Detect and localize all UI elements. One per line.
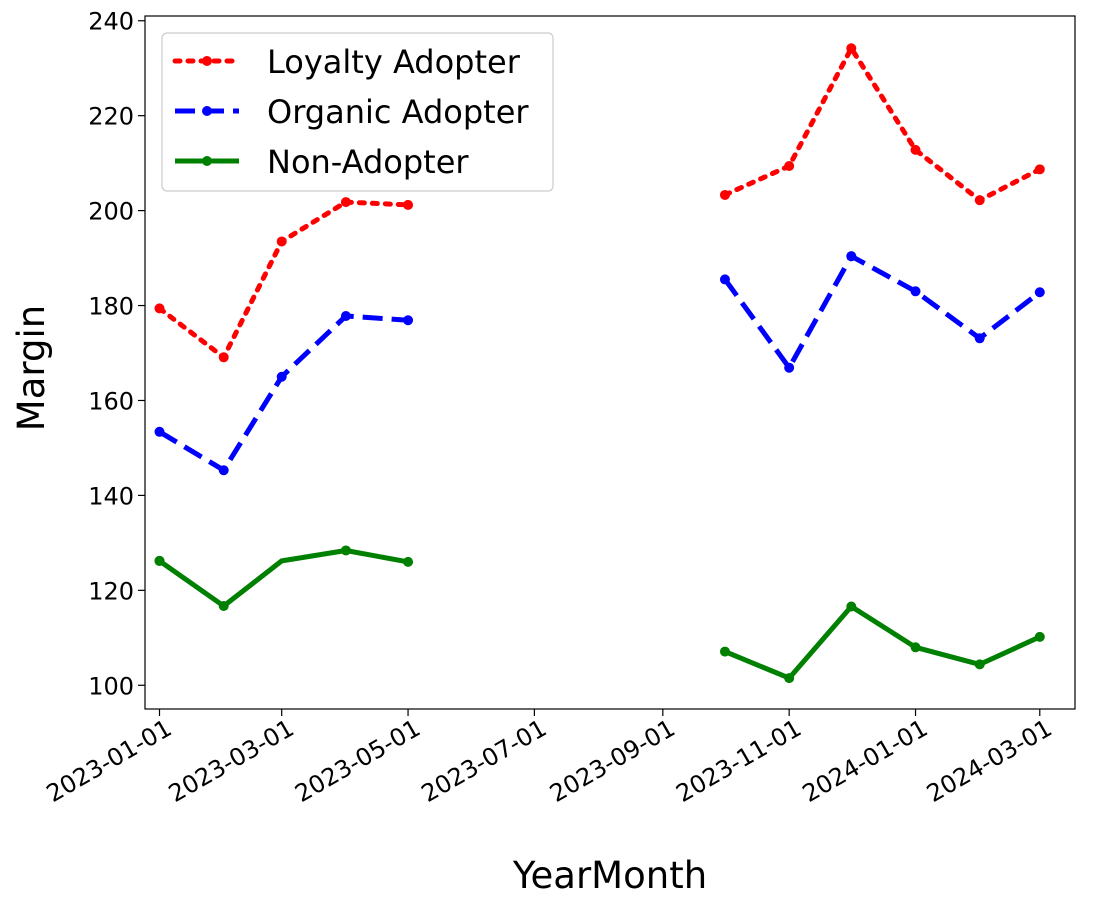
series-line bbox=[722, 45, 1043, 203]
legend-box bbox=[161, 32, 554, 192]
series-line bbox=[724, 604, 1041, 681]
x-tick-label: 2023-11-01 bbox=[671, 714, 806, 808]
data-point bbox=[719, 189, 730, 200]
y-tick-label: 120 bbox=[88, 577, 134, 605]
data-point bbox=[974, 333, 985, 344]
plot-frame bbox=[144, 15, 1076, 710]
x-axis-label: YearMonth bbox=[512, 854, 707, 897]
series-line bbox=[158, 548, 409, 609]
y-tick-label: 140 bbox=[88, 482, 134, 510]
data-point bbox=[719, 274, 730, 285]
x-tick-label: 2023-07-01 bbox=[417, 714, 552, 808]
y-tick-label: 200 bbox=[88, 198, 134, 226]
data-point bbox=[1034, 287, 1045, 298]
data-point bbox=[403, 315, 414, 326]
data-point bbox=[846, 601, 857, 612]
data-point bbox=[784, 362, 795, 373]
legend-label: Non-Adopter bbox=[267, 143, 469, 181]
data-point bbox=[340, 545, 351, 556]
legend-marker bbox=[202, 106, 212, 116]
data-point bbox=[719, 646, 730, 657]
data-point bbox=[403, 556, 414, 567]
x-tick-label: 2023-09-01 bbox=[545, 714, 680, 808]
series-line bbox=[157, 199, 411, 360]
data-point bbox=[276, 371, 287, 382]
legend-label: Organic Adopter bbox=[267, 93, 529, 131]
x-tick-label: 2023-03-01 bbox=[164, 714, 299, 808]
series-non-adopter bbox=[154, 545, 1045, 684]
y-tick-label: 180 bbox=[88, 293, 134, 321]
data-point bbox=[910, 642, 921, 653]
data-point bbox=[154, 303, 165, 314]
data-point bbox=[218, 600, 229, 611]
data-point bbox=[974, 195, 985, 206]
legend: Loyalty Adopter Organic Adopter Non-Adopte… bbox=[161, 32, 554, 192]
data-point bbox=[846, 43, 857, 54]
legend-item: Loyalty Adopter bbox=[172, 43, 521, 81]
series-line bbox=[158, 313, 409, 473]
data-point bbox=[340, 197, 351, 208]
data-point bbox=[154, 555, 165, 566]
data-point bbox=[784, 160, 795, 171]
legend-item: Organic Adopter bbox=[175, 93, 529, 131]
legend-marker bbox=[202, 156, 212, 166]
legend-item: Non-Adopter bbox=[175, 143, 469, 181]
data-point bbox=[276, 236, 287, 247]
series-organic-adopter bbox=[154, 251, 1045, 476]
x-tick-label: 2023-01-01 bbox=[42, 714, 177, 808]
data-point bbox=[403, 199, 414, 210]
legend-label: Loyalty Adopter bbox=[267, 43, 521, 81]
data-point bbox=[974, 659, 985, 670]
data-point bbox=[218, 465, 229, 476]
series-layer bbox=[154, 43, 1045, 684]
y-tick-label: 160 bbox=[88, 387, 134, 415]
data-point bbox=[846, 251, 857, 262]
x-tick-label: 2023-05-01 bbox=[290, 714, 425, 808]
y-tick-label: 100 bbox=[88, 672, 134, 700]
data-point bbox=[910, 144, 921, 155]
data-point bbox=[218, 352, 229, 363]
y-tick-label: 220 bbox=[88, 103, 134, 131]
data-point bbox=[340, 310, 351, 321]
data-point bbox=[784, 673, 795, 684]
y-axis-label: Margin bbox=[10, 305, 53, 431]
x-tick-label: 2024-01-01 bbox=[798, 714, 933, 808]
y-tick-label: 240 bbox=[88, 8, 134, 36]
series-loyalty-adopter bbox=[154, 43, 1045, 363]
series-line bbox=[722, 253, 1042, 371]
data-point bbox=[154, 426, 165, 437]
data-point bbox=[910, 286, 921, 297]
legend-marker bbox=[202, 56, 212, 66]
data-point bbox=[1034, 631, 1045, 642]
x-tick-label: 2024-03-01 bbox=[922, 714, 1057, 808]
data-point bbox=[1034, 164, 1045, 175]
